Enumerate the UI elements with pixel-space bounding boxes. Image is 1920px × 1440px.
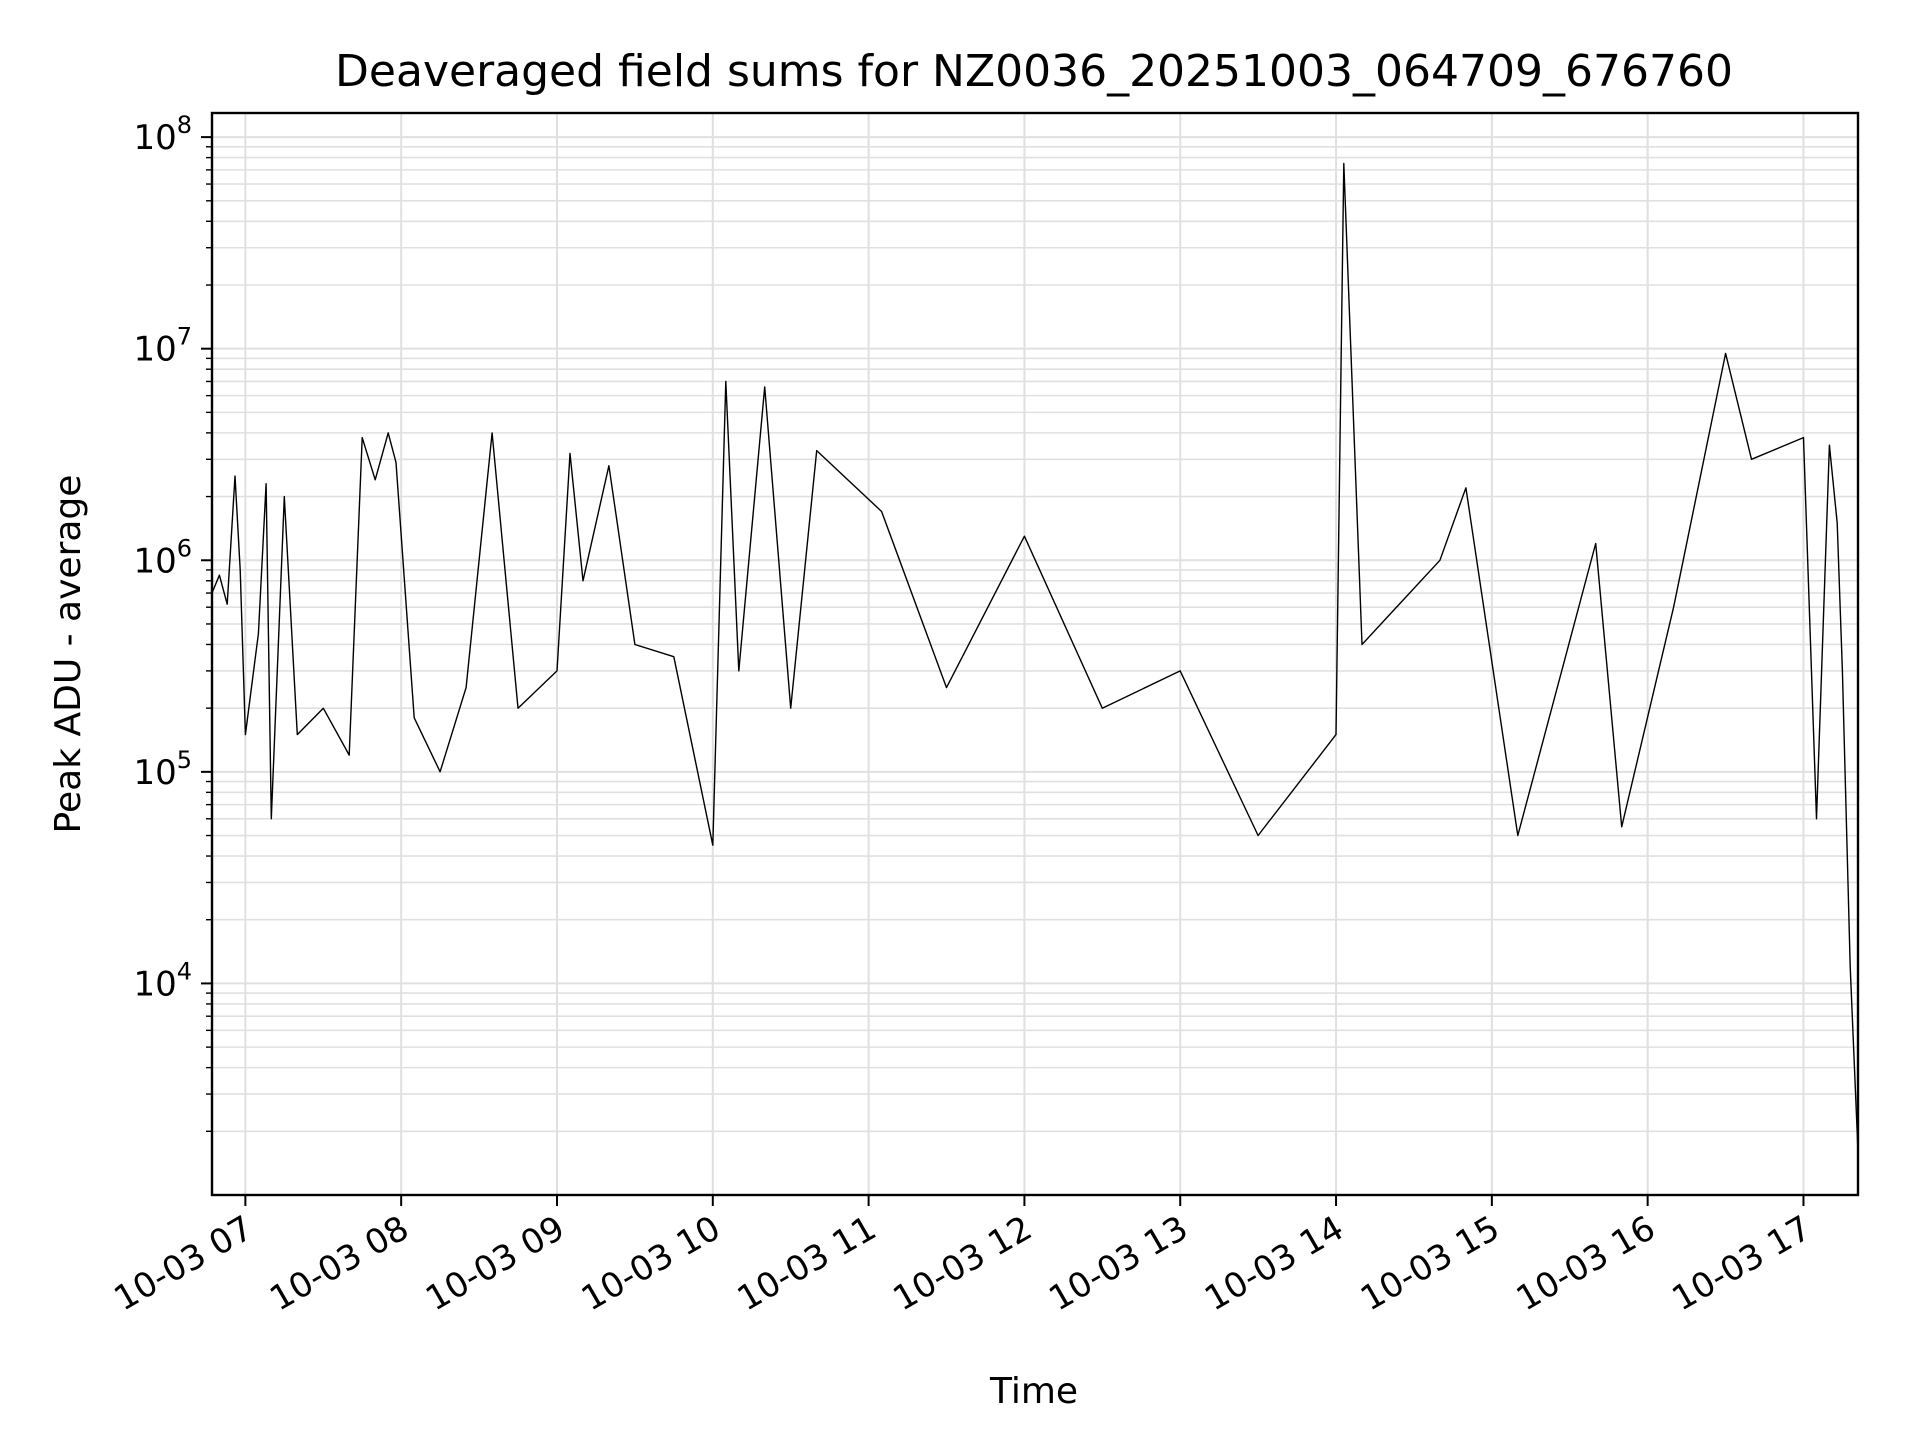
series-line <box>211 162 1859 1152</box>
grid-layer <box>212 113 1858 1195</box>
y-tick-label: 105 <box>133 746 192 793</box>
x-axis-label: Time <box>989 1371 1078 1412</box>
y-axis-label: Peak ADU - average <box>48 475 89 834</box>
y-tick-label: 104 <box>133 957 192 1004</box>
chart-title: Deaveraged field sums for NZ0036_2025100… <box>335 46 1733 97</box>
series-layer <box>211 162 1859 1152</box>
y-tick-label: 108 <box>133 111 192 158</box>
plot-frame <box>210 111 1860 1197</box>
y-tick-label: 106 <box>133 534 192 581</box>
y-tick-label: 107 <box>133 323 192 370</box>
